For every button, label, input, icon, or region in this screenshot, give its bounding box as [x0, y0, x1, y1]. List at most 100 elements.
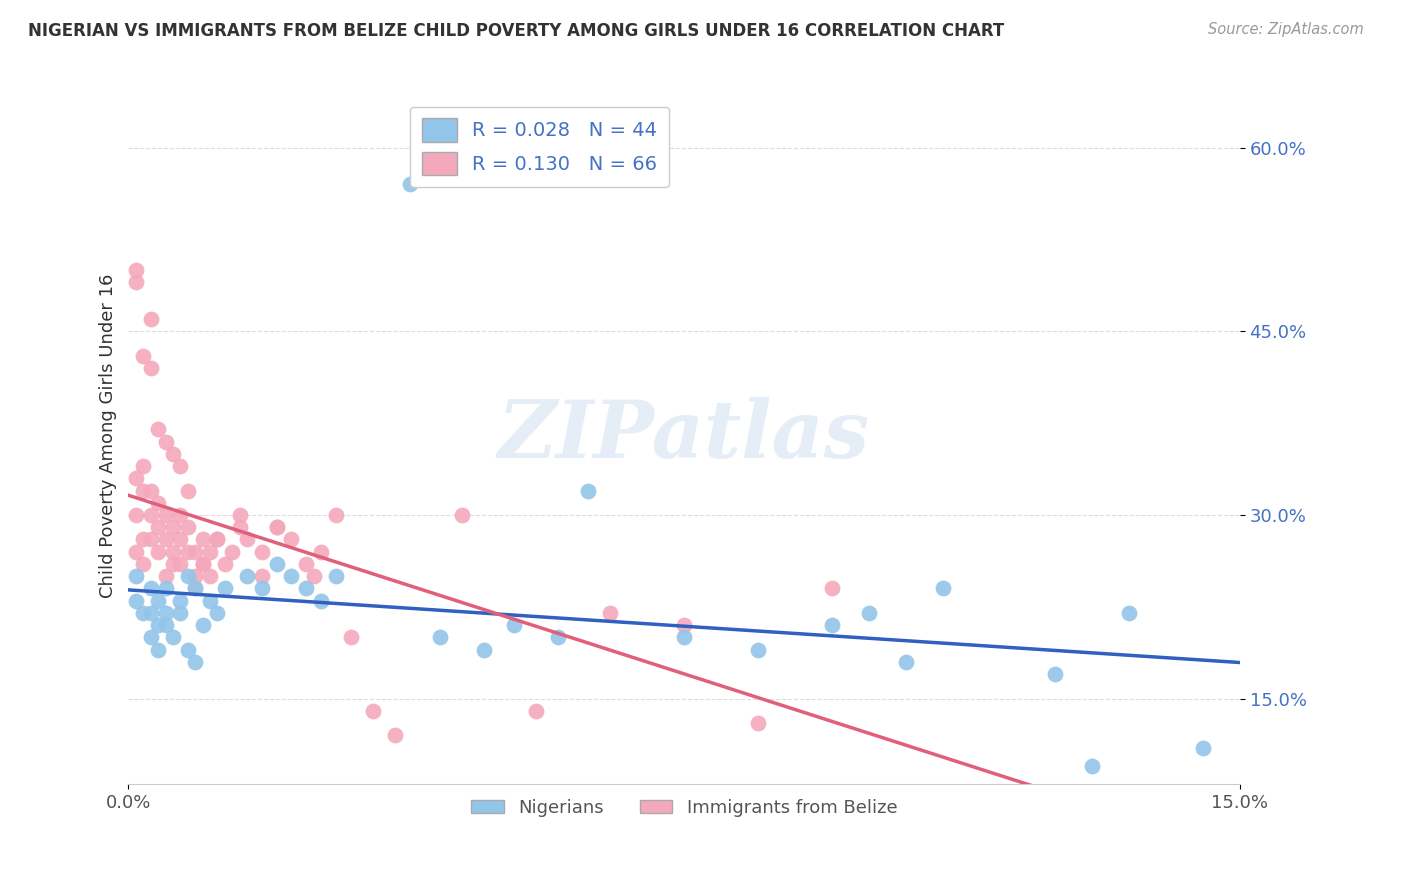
Point — [472, 642, 495, 657]
Point — [125, 569, 148, 583]
Point — [325, 508, 347, 522]
Point — [169, 458, 191, 473]
Point — [747, 642, 769, 657]
Point — [132, 533, 155, 547]
Point — [132, 606, 155, 620]
Point — [139, 483, 162, 498]
Point — [155, 606, 177, 620]
Point — [184, 582, 207, 596]
Point — [184, 569, 207, 583]
Point — [266, 557, 288, 571]
Point — [132, 458, 155, 473]
Point — [146, 642, 169, 657]
Point — [125, 508, 148, 522]
Point — [280, 569, 302, 583]
Point — [191, 533, 214, 547]
Point — [139, 582, 162, 596]
Point — [302, 569, 325, 583]
Point — [266, 520, 288, 534]
Point — [384, 728, 406, 742]
Point — [309, 545, 332, 559]
Point — [502, 618, 524, 632]
Point — [191, 618, 214, 632]
Point — [155, 434, 177, 449]
Point — [169, 606, 191, 620]
Point — [155, 618, 177, 632]
Point — [169, 593, 191, 607]
Point — [177, 483, 200, 498]
Point — [198, 545, 221, 559]
Point — [155, 508, 177, 522]
Y-axis label: Child Poverty Among Girls Under 16: Child Poverty Among Girls Under 16 — [100, 273, 117, 598]
Point — [214, 582, 236, 596]
Point — [139, 533, 162, 547]
Point — [339, 631, 361, 645]
Point — [169, 533, 191, 547]
Point — [1118, 606, 1140, 620]
Point — [1043, 667, 1066, 681]
Point — [858, 606, 880, 620]
Point — [125, 471, 148, 485]
Point — [280, 533, 302, 547]
Point — [250, 569, 273, 583]
Point — [132, 557, 155, 571]
Point — [325, 569, 347, 583]
Point — [821, 582, 844, 596]
Point — [295, 582, 318, 596]
Point — [177, 545, 200, 559]
Point — [146, 593, 169, 607]
Point — [139, 606, 162, 620]
Legend: Nigerians, Immigrants from Belize: Nigerians, Immigrants from Belize — [464, 792, 904, 824]
Point — [207, 533, 229, 547]
Point — [673, 631, 696, 645]
Point — [132, 349, 155, 363]
Point — [198, 593, 221, 607]
Point — [228, 508, 250, 522]
Point — [1080, 759, 1102, 773]
Point — [184, 545, 207, 559]
Point — [125, 593, 148, 607]
Point — [125, 545, 148, 559]
Point — [1191, 740, 1213, 755]
Point — [162, 631, 184, 645]
Point — [450, 508, 472, 522]
Point — [177, 642, 200, 657]
Text: ZIPatlas: ZIPatlas — [498, 397, 870, 475]
Point — [184, 655, 207, 669]
Point — [236, 533, 259, 547]
Point — [146, 520, 169, 534]
Point — [191, 557, 214, 571]
Point — [146, 545, 169, 559]
Point — [132, 483, 155, 498]
Point — [576, 483, 599, 498]
Point — [155, 569, 177, 583]
Point — [125, 263, 148, 277]
Point — [146, 618, 169, 632]
Point — [177, 520, 200, 534]
Point — [162, 557, 184, 571]
Point — [146, 496, 169, 510]
Text: Source: ZipAtlas.com: Source: ZipAtlas.com — [1208, 22, 1364, 37]
Point — [191, 557, 214, 571]
Point — [214, 557, 236, 571]
Point — [169, 508, 191, 522]
Point — [125, 275, 148, 289]
Point — [932, 582, 955, 596]
Point — [524, 704, 547, 718]
Point — [139, 508, 162, 522]
Point — [162, 520, 184, 534]
Point — [266, 520, 288, 534]
Point — [295, 557, 318, 571]
Point — [747, 716, 769, 731]
Point — [162, 447, 184, 461]
Point — [139, 361, 162, 376]
Point — [221, 545, 243, 559]
Point — [184, 582, 207, 596]
Point — [236, 569, 259, 583]
Point — [547, 631, 569, 645]
Point — [429, 631, 451, 645]
Point — [155, 582, 177, 596]
Point — [228, 520, 250, 534]
Point — [599, 606, 621, 620]
Point — [207, 606, 229, 620]
